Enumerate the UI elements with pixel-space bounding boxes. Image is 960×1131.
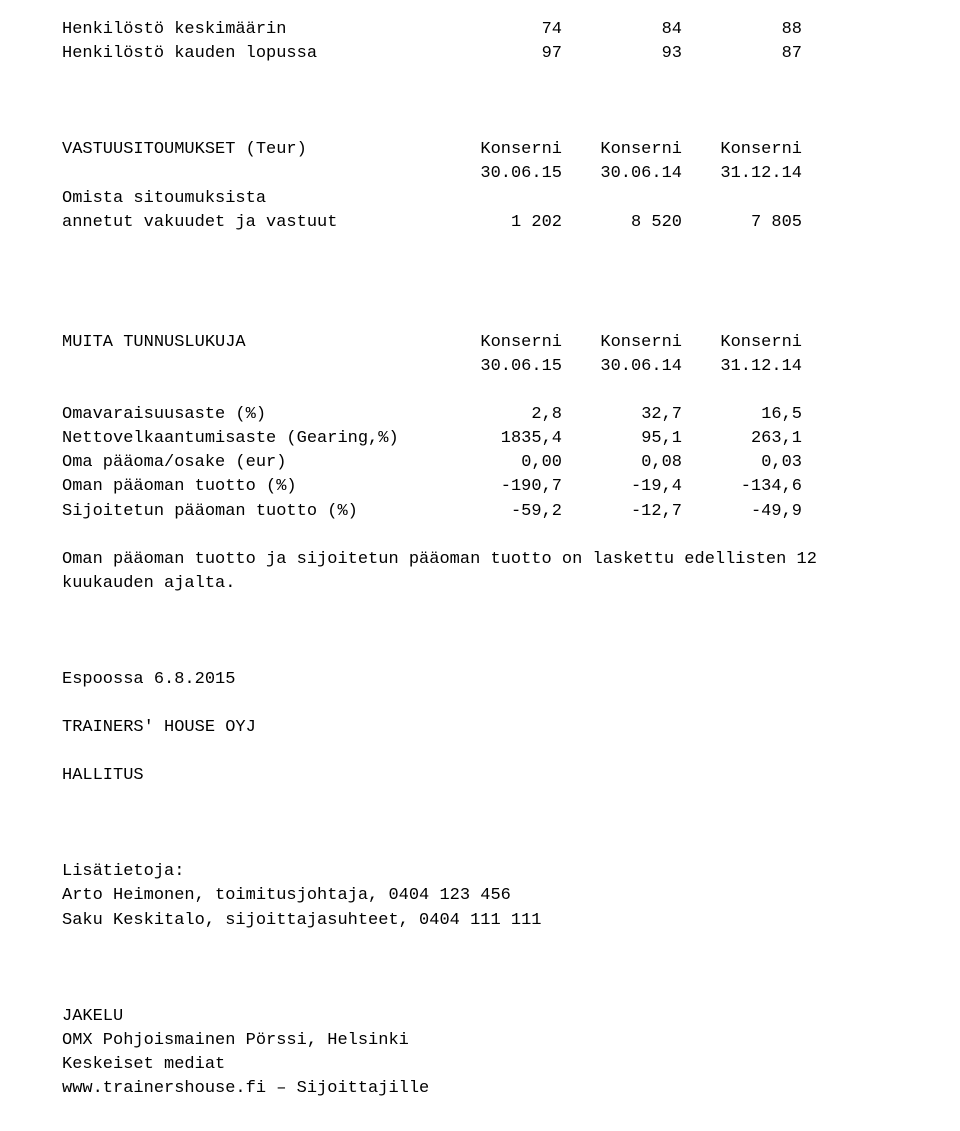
commitments-row-label: annetut vakuudet ja vastuut — [62, 211, 442, 235]
blank-label — [62, 355, 442, 379]
commitments-date-c2: 30.06.14 — [562, 162, 682, 186]
commitments-row-c3: 7 805 — [682, 211, 802, 235]
ratios-date-c2: 30.06.14 — [562, 355, 682, 379]
ratio-c2: 95,1 — [562, 427, 682, 451]
ratio-row-4: Sijoitetun pääoman tuotto (%) -59,2 -12,… — [62, 500, 910, 524]
staff-c2: 93 — [562, 42, 682, 66]
ratio-c2: 32,7 — [562, 403, 682, 427]
contact-line-2: Saku Keskitalo, sijoittajasuhteet, 0404 … — [62, 909, 910, 933]
ratio-c1: 2,8 — [442, 403, 562, 427]
ratios-header: MUITA TUNNUSLUKUJA Konserni Konserni Kon… — [62, 331, 910, 355]
staff-c3: 87 — [682, 42, 802, 66]
signature-board: HALLITUS — [62, 764, 910, 788]
commitments-header: VASTUUSITOUMUKSET (Teur) Konserni Konser… — [62, 138, 910, 162]
ratios-header-label: MUITA TUNNUSLUKUJA — [62, 331, 442, 355]
ratios-header-c3: Konserni — [682, 331, 802, 355]
ratio-row-0: Omavaraisuusaste (%) 2,8 32,7 16,5 — [62, 403, 910, 427]
commitments-row: annetut vakuudet ja vastuut 1 202 8 520 … — [62, 211, 910, 235]
ratio-c2: -19,4 — [562, 475, 682, 499]
ratio-c1: 0,00 — [442, 451, 562, 475]
signature-place-date: Espoossa 6.8.2015 — [62, 668, 910, 692]
distribution-line-2: Keskeiset mediat — [62, 1053, 910, 1077]
distribution-heading: JAKELU — [62, 1005, 910, 1029]
ratio-label: Sijoitetun pääoman tuotto (%) — [62, 500, 442, 524]
commitments-header-label: VASTUUSITOUMUKSET (Teur) — [62, 138, 442, 162]
commitments-row-c1: 1 202 — [442, 211, 562, 235]
ratios-header-c1: Konserni — [442, 331, 562, 355]
commitments-date-c1: 30.06.15 — [442, 162, 562, 186]
commitments-date-c3: 31.12.14 — [682, 162, 802, 186]
staff-c1: 74 — [442, 18, 562, 42]
commitments-intro: Omista sitoumuksista — [62, 187, 910, 211]
ratio-c1: 1835,4 — [442, 427, 562, 451]
commitments-intro1: Omista sitoumuksista — [62, 187, 442, 211]
ratios-date-c3: 31.12.14 — [682, 355, 802, 379]
ratio-c3: 0,03 — [682, 451, 802, 475]
ratios-header-c2: Konserni — [562, 331, 682, 355]
signature-company: TRAINERS' HOUSE OYJ — [62, 716, 910, 740]
ratio-label: Oma pääoma/osake (eur) — [62, 451, 442, 475]
staff-c3: 88 — [682, 18, 802, 42]
note-paragraph: Oman pääoman tuotto ja sijoitetun pääoma… — [62, 548, 842, 596]
staff-label: Henkilöstö kauden lopussa — [62, 42, 442, 66]
ratio-label: Nettovelkaantumisaste (Gearing,%) — [62, 427, 442, 451]
ratio-c3: 16,5 — [682, 403, 802, 427]
commitments-dates: 30.06.15 30.06.14 31.12.14 — [62, 162, 910, 186]
commitments-header-c3: Konserni — [682, 138, 802, 162]
staff-row-1: Henkilöstö keskimäärin 74 84 88 — [62, 18, 910, 42]
contact-heading: Lisätietoja: — [62, 860, 910, 884]
commitments-header-c2: Konserni — [562, 138, 682, 162]
ratio-row-1: Nettovelkaantumisaste (Gearing,%) 1835,4… — [62, 427, 910, 451]
ratio-label: Oman pääoman tuotto (%) — [62, 475, 442, 499]
distribution-line-1: OMX Pohjoismainen Pörssi, Helsinki — [62, 1029, 910, 1053]
commitments-header-c1: Konserni — [442, 138, 562, 162]
ratio-row-2: Oma pääoma/osake (eur) 0,00 0,08 0,03 — [62, 451, 910, 475]
ratios-date-c1: 30.06.15 — [442, 355, 562, 379]
staff-label: Henkilöstö keskimäärin — [62, 18, 442, 42]
ratio-c1: -59,2 — [442, 500, 562, 524]
ratio-c2: 0,08 — [562, 451, 682, 475]
commitments-row-c2: 8 520 — [562, 211, 682, 235]
ratio-c3: -49,9 — [682, 500, 802, 524]
ratio-c3: 263,1 — [682, 427, 802, 451]
contact-line-1: Arto Heimonen, toimitusjohtaja, 0404 123… — [62, 884, 910, 908]
ratio-c2: -12,7 — [562, 500, 682, 524]
ratio-c3: -134,6 — [682, 475, 802, 499]
ratios-dates: 30.06.15 30.06.14 31.12.14 — [62, 355, 910, 379]
distribution-line-3: www.trainershouse.fi – Sijoittajille — [62, 1077, 910, 1101]
ratio-label: Omavaraisuusaste (%) — [62, 403, 442, 427]
ratio-c1: -190,7 — [442, 475, 562, 499]
ratio-row-3: Oman pääoman tuotto (%) -190,7 -19,4 -13… — [62, 475, 910, 499]
blank-label — [62, 162, 442, 186]
staff-row-2: Henkilöstö kauden lopussa 97 93 87 — [62, 42, 910, 66]
staff-c2: 84 — [562, 18, 682, 42]
staff-c1: 97 — [442, 42, 562, 66]
